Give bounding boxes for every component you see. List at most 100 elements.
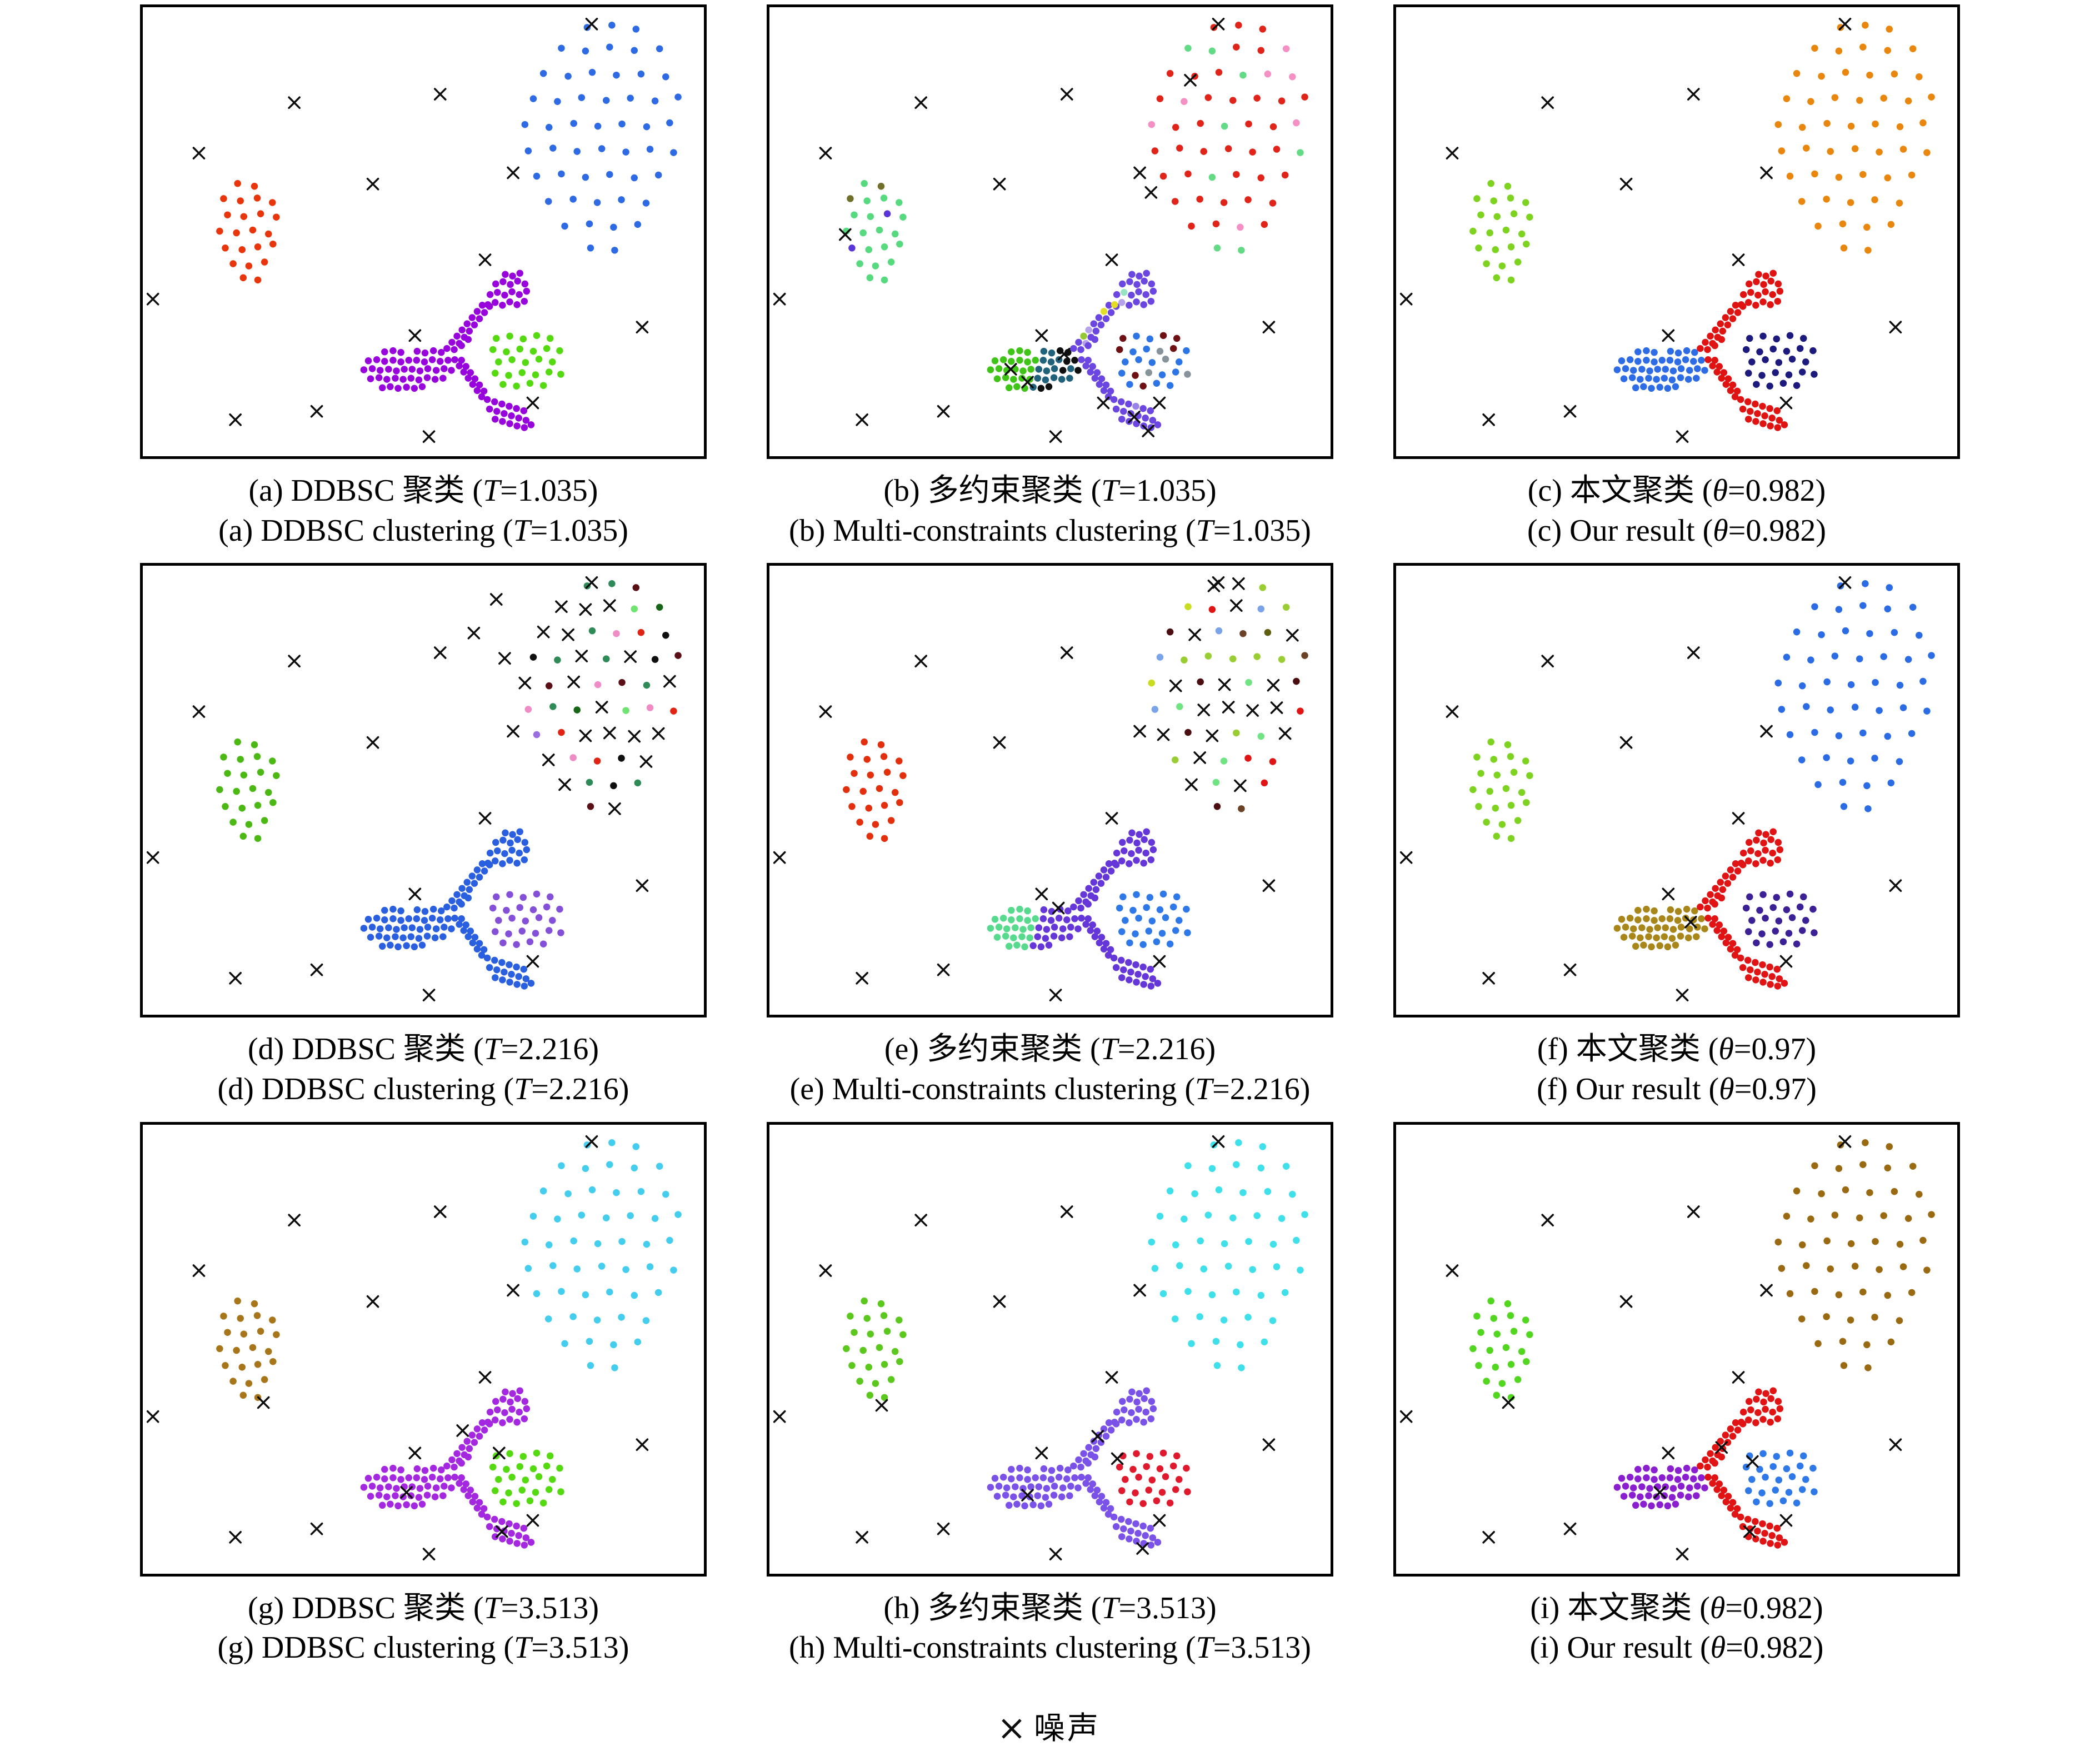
caption-text: T <box>1196 1630 1213 1665</box>
caption-en-c: (c) Our result (θ=0.982) <box>1527 511 1826 551</box>
caption-text: θ <box>1719 1072 1734 1107</box>
scatter-plot-f <box>1393 563 1960 1018</box>
caption-text: T <box>1194 1072 1213 1107</box>
caption-zh-e: (e) 多约束聚类 (T=2.216) <box>790 1030 1311 1070</box>
panel-caption-d: (d) DDBSC 聚类 (T=2.216) (d) DDBSC clusteri… <box>218 1030 629 1109</box>
caption-text: T <box>483 1590 501 1625</box>
caption-en-a: (a) DDBSC clustering (T=1.035) <box>218 511 628 551</box>
caption-en-h: (h) Multi-constraints clustering (T=3.51… <box>789 1628 1311 1668</box>
caption-text: T <box>483 473 501 508</box>
caption-text: =3.513) <box>531 1630 629 1665</box>
caption-text: θ <box>1713 513 1728 548</box>
panel-i: (i) 本文聚类 (θ=0.982) (i) Our result (θ=0.98… <box>1393 1121 1960 1668</box>
caption-zh-b: (b) 多约束聚类 (T=1.035) <box>789 471 1311 511</box>
caption-text: =1.035) <box>500 473 598 508</box>
panel-e: (e) 多约束聚类 (T=2.216) (e) Multi-constraints… <box>767 563 1333 1109</box>
caption-en-g: (g) DDBSC clustering (T=3.513) <box>218 1628 629 1668</box>
caption-text: =0.982) <box>1728 473 1826 508</box>
caption-text: T <box>514 1072 532 1107</box>
caption-text: (h) 多约束聚类 ( <box>883 1590 1102 1625</box>
caption-zh-g: (g) DDBSC 聚类 (T=3.513) <box>218 1589 629 1629</box>
scatter-plot-g <box>140 1121 707 1577</box>
caption-text: T <box>1101 473 1119 508</box>
scatter-plot-c <box>1393 4 1960 459</box>
panel-d: (d) DDBSC 聚类 (T=2.216) (d) DDBSC clusteri… <box>140 563 707 1109</box>
caption-en-d: (d) DDBSC clustering (T=2.216) <box>218 1070 629 1110</box>
caption-text: (g) DDBSC clustering ( <box>217 1630 514 1665</box>
caption-zh-h: (h) 多约束聚类 (T=3.513) <box>789 1589 1311 1629</box>
noise-legend: 噪声 <box>0 1703 2100 1748</box>
panel-caption-e: (e) 多约束聚类 (T=2.216) (e) Multi-constraints… <box>790 1030 1311 1109</box>
caption-text: =3.513) <box>501 1590 599 1625</box>
caption-zh-a: (a) DDBSC 聚类 (T=1.035) <box>218 471 628 511</box>
caption-text: =1.035) <box>1213 513 1311 548</box>
caption-text: (b) Multi-constraints clustering ( <box>789 513 1196 548</box>
panel-f: (f) 本文聚类 (θ=0.97) (f) Our result (θ=0.97) <box>1393 563 1960 1109</box>
scatter-plot-h <box>767 1121 1333 1577</box>
caption-text: =0.982) <box>1725 1590 1823 1625</box>
scatter-plot-b <box>767 4 1333 459</box>
caption-text: T <box>514 1630 532 1665</box>
caption-text: =3.513) <box>1118 1590 1217 1625</box>
caption-text: T <box>1196 513 1213 548</box>
panel-caption-i: (i) 本文聚类 (θ=0.982) (i) Our result (θ=0.98… <box>1530 1589 1824 1668</box>
caption-text: θ <box>1710 1630 1726 1665</box>
caption-text: =3.513) <box>1213 1630 1311 1665</box>
panel-c: (c) 本文聚类 (θ=0.982) (c) Our result (θ=0.98… <box>1393 4 1960 551</box>
caption-zh-c: (c) 本文聚类 (θ=0.982) <box>1527 471 1826 511</box>
caption-en-b: (b) Multi-constraints clustering (T=1.03… <box>789 511 1311 551</box>
caption-text: (a) DDBSC clustering ( <box>218 513 513 548</box>
caption-text: =2.216) <box>1212 1072 1311 1107</box>
noise-marker-icon <box>1002 1719 1022 1739</box>
noise-legend-label: 噪声 <box>1034 1712 1101 1746</box>
caption-text: θ <box>1712 473 1728 508</box>
caption-text: T <box>513 513 531 548</box>
caption-text: (b) 多约束聚类 ( <box>883 473 1102 508</box>
panels-grid: (a) DDBSC 聚类 (T=1.035) (a) DDBSC clusteri… <box>0 4 2100 1668</box>
caption-en-i: (i) Our result (θ=0.982) <box>1530 1628 1824 1668</box>
caption-zh-i: (i) 本文聚类 (θ=0.982) <box>1530 1589 1824 1629</box>
panel-h: (h) 多约束聚类 (T=3.513) (h) Multi-constraints… <box>767 1121 1333 1668</box>
scatter-plot-d <box>140 563 707 1018</box>
caption-text: =0.982) <box>1728 513 1827 548</box>
panel-caption-h: (h) 多约束聚类 (T=3.513) (h) Multi-constraints… <box>789 1589 1311 1668</box>
caption-text: =2.216) <box>531 1072 629 1107</box>
caption-text: (c) 本文聚类 ( <box>1527 473 1713 508</box>
caption-text: (a) DDBSC 聚类 ( <box>248 473 483 508</box>
scatter-plot-a <box>140 4 707 459</box>
panel-caption-c: (c) 本文聚类 (θ=0.982) (c) Our result (θ=0.98… <box>1527 471 1826 551</box>
caption-text: =2.216) <box>501 1032 599 1067</box>
scatter-plot-i <box>1393 1121 1960 1577</box>
caption-text: (i) Our result ( <box>1529 1630 1711 1665</box>
caption-text: (e) Multi-constraints clustering ( <box>789 1072 1195 1107</box>
caption-text: (c) Our result ( <box>1527 513 1713 548</box>
caption-text: θ <box>1709 1590 1726 1625</box>
panel-g: (g) DDBSC 聚类 (T=3.513) (g) DDBSC clusteri… <box>140 1121 707 1668</box>
caption-text: (g) DDBSC 聚类 ( <box>247 1590 484 1625</box>
caption-text: T <box>483 1032 501 1067</box>
caption-text: =0.97) <box>1734 1072 1817 1107</box>
panel-caption-f: (f) 本文聚类 (θ=0.97) (f) Our result (θ=0.97) <box>1537 1030 1817 1109</box>
caption-text: (d) DDBSC 聚类 ( <box>247 1032 484 1067</box>
panel-caption-a: (a) DDBSC 聚类 (T=1.035) (a) DDBSC clusteri… <box>218 471 628 551</box>
caption-text: (d) DDBSC clustering ( <box>217 1072 514 1107</box>
caption-text: T <box>1100 1032 1118 1067</box>
caption-en-f: (f) Our result (θ=0.97) <box>1537 1070 1817 1110</box>
caption-text: (e) 多约束聚类 ( <box>884 1032 1101 1067</box>
panel-a: (a) DDBSC 聚类 (T=1.035) (a) DDBSC clusteri… <box>140 4 707 551</box>
caption-text: (f) Our result ( <box>1537 1072 1719 1107</box>
caption-text: =0.97) <box>1733 1032 1817 1067</box>
caption-text: =1.035) <box>1118 473 1217 508</box>
caption-zh-d: (d) DDBSC 聚类 (T=2.216) <box>218 1030 629 1070</box>
caption-text: =0.982) <box>1726 1630 1824 1665</box>
caption-text: (i) 本文聚类 ( <box>1530 1590 1710 1625</box>
panel-caption-b: (b) 多约束聚类 (T=1.035) (b) Multi-constraints… <box>789 471 1311 551</box>
panel-caption-g: (g) DDBSC 聚类 (T=3.513) (g) DDBSC clusteri… <box>218 1589 629 1668</box>
panel-b: (b) 多约束聚类 (T=1.035) (b) Multi-constraints… <box>767 4 1333 551</box>
caption-text: =1.035) <box>530 513 628 548</box>
caption-zh-f: (f) 本文聚类 (θ=0.97) <box>1537 1030 1817 1070</box>
scatter-plot-e <box>767 563 1333 1018</box>
caption-text: T <box>1101 1590 1119 1625</box>
caption-text: (h) Multi-constraints clustering ( <box>789 1630 1196 1665</box>
